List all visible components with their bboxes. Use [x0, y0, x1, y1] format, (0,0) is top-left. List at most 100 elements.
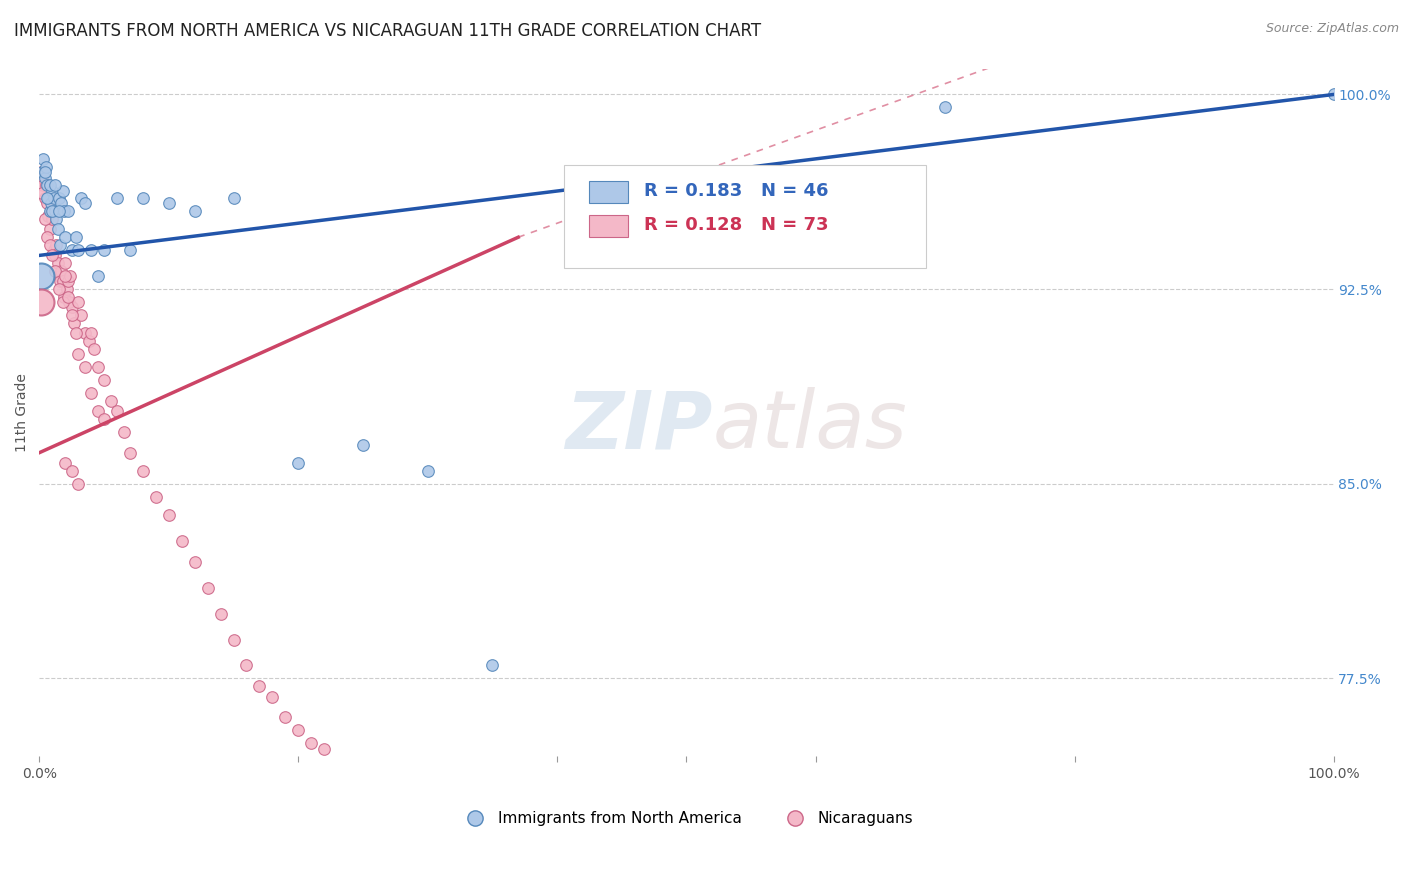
Point: [52, 274, 75, 288]
Point: [145, 490, 167, 504]
Point: [51, 196, 73, 211]
Point: [46, 256, 69, 270]
Point: [46, 222, 69, 236]
Point: [157, 196, 180, 211]
Point: [59, 269, 82, 284]
Point: [48, 282, 70, 296]
Y-axis label: 11th Grade: 11th Grade: [15, 373, 30, 452]
Point: [274, 710, 297, 724]
Point: [93, 412, 115, 426]
Point: [37, 196, 59, 211]
Point: [105, 191, 128, 205]
Point: [65, 326, 87, 341]
Point: [38, 222, 60, 236]
Point: [49, 274, 72, 288]
Point: [197, 581, 219, 595]
Point: [34, 191, 56, 205]
Point: [44, 264, 66, 278]
Point: [80, 386, 103, 401]
Point: [249, 679, 271, 693]
Point: [38, 204, 60, 219]
Point: [93, 373, 115, 387]
Point: [105, 404, 128, 418]
Point: [80, 243, 103, 257]
Point: [80, 326, 103, 341]
Point: [45, 212, 67, 227]
Point: [31, 165, 53, 179]
Point: [55, 282, 77, 296]
Point: [299, 736, 322, 750]
Point: [100, 393, 122, 408]
Point: [37, 210, 59, 224]
Point: [48, 204, 70, 219]
Point: [53, 290, 76, 304]
Point: [52, 295, 75, 310]
Point: [37, 191, 59, 205]
Point: [34, 165, 56, 179]
Point: [118, 243, 141, 257]
Point: [287, 456, 309, 470]
Point: [41, 248, 63, 262]
Point: [31, 186, 53, 200]
Point: [132, 464, 155, 478]
Point: [56, 204, 79, 219]
Point: [48, 269, 70, 284]
Point: [314, 741, 336, 756]
Point: [235, 658, 257, 673]
Point: [183, 204, 205, 219]
Point: [44, 204, 66, 219]
Point: [222, 632, 245, 647]
Point: [157, 508, 180, 522]
Point: [934, 100, 956, 114]
Point: [45, 238, 67, 252]
Point: [38, 238, 60, 252]
Point: [52, 184, 75, 198]
Point: [86, 269, 108, 284]
Point: [1322, 87, 1344, 102]
Point: [67, 295, 90, 310]
Point: [31, 170, 53, 185]
Point: [262, 690, 284, 704]
Point: [49, 238, 72, 252]
Point: [30, 165, 52, 179]
Point: [39, 196, 62, 211]
Point: [34, 170, 56, 185]
Point: [65, 230, 87, 244]
Point: [53, 256, 76, 270]
Point: [73, 326, 96, 341]
Point: [35, 178, 58, 193]
Point: [39, 204, 62, 219]
Text: R = 0.128   N = 73: R = 0.128 N = 73: [644, 217, 828, 235]
Point: [51, 264, 73, 278]
Point: [183, 555, 205, 569]
Bar: [589, 215, 628, 237]
Point: [35, 160, 58, 174]
Point: [53, 456, 76, 470]
Text: Source: ZipAtlas.com: Source: ZipAtlas.com: [1265, 22, 1399, 36]
Point: [42, 243, 65, 257]
Point: [132, 191, 155, 205]
Point: [352, 438, 374, 452]
Point: [67, 243, 90, 257]
Point: [170, 533, 193, 548]
Point: [69, 191, 91, 205]
Point: [41, 184, 63, 198]
Bar: [589, 181, 628, 202]
Point: [41, 212, 63, 227]
Point: [481, 658, 503, 673]
Point: [32, 153, 55, 167]
Point: [30, 269, 52, 284]
Point: [58, 295, 80, 310]
Point: [60, 464, 83, 478]
Point: [41, 204, 63, 219]
Point: [44, 248, 66, 262]
Point: [416, 464, 439, 478]
Point: [69, 308, 91, 322]
Point: [63, 316, 86, 330]
Point: [60, 301, 83, 315]
Point: [53, 204, 76, 219]
Point: [67, 347, 90, 361]
Point: [73, 359, 96, 374]
Point: [67, 476, 90, 491]
Point: [60, 243, 83, 257]
